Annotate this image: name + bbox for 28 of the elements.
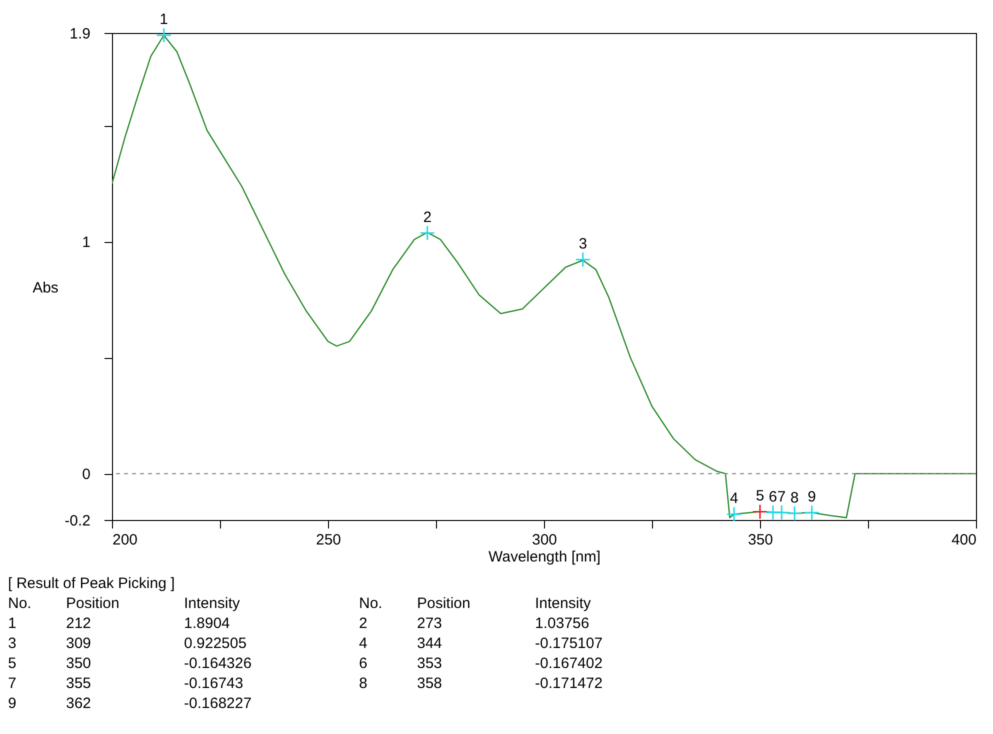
text: 7 355 -0.16743 8 358 -0.171472 — [8, 675, 603, 692]
annotation: 7 — [777, 488, 786, 506]
line-series — [112, 34, 976, 518]
x-tick-label: 250 — [316, 532, 342, 548]
y-axis-title: Abs — [32, 280, 58, 296]
annotation: 6 — [768, 488, 778, 506]
x-axis-title: Wavelength [nm] — [488, 548, 600, 566]
text: No. Position Intensity No. Position Intensity — [8, 595, 591, 612]
y-tick-label: -0.2 — [64, 512, 90, 530]
x-tick-label: 350 — [748, 532, 774, 548]
text: 1 212 1.8904 2 273 1.03756 — [8, 615, 590, 632]
text: 9 362 -0.168227 — [8, 695, 252, 712]
text: 5 350 -0.164326 6 353 -0.167402 — [8, 655, 603, 672]
x-tick-label: 300 — [532, 532, 558, 548]
annotation: 5 — [756, 488, 764, 505]
annotation: 9 — [808, 488, 816, 506]
x-tick-label: 400 — [951, 532, 976, 548]
text: [ Result of Peak Picking ] — [8, 574, 176, 594]
annotation: 4 — [730, 490, 738, 508]
y-tick-label: 1.9 — [70, 26, 90, 42]
annotation: 2 — [423, 209, 432, 226]
annotation: 3 — [578, 236, 588, 253]
y-tick-label: 0 — [82, 466, 90, 484]
x-tick-label: 200 — [112, 532, 138, 548]
y-tick-label: 1 — [82, 234, 90, 252]
annotation: 1 — [160, 11, 168, 28]
annotation: 8 — [790, 489, 799, 506]
text: 3 309 0.922505 4 344 -0.175107 — [8, 635, 603, 652]
